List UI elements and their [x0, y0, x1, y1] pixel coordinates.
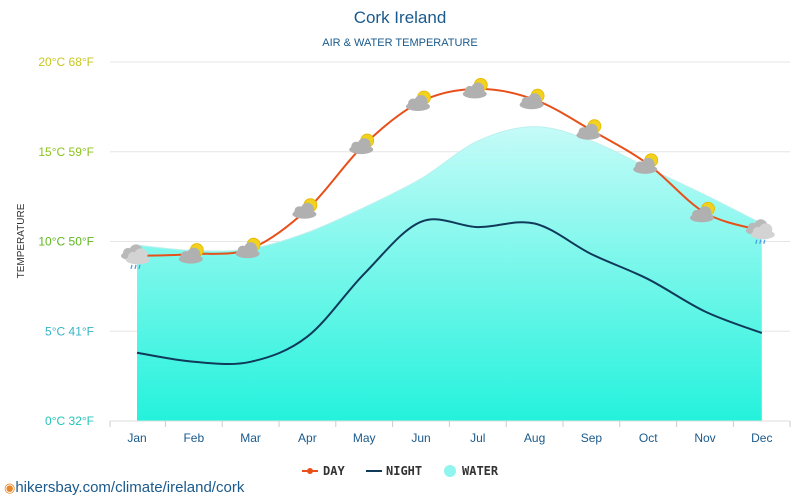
sun-cloud-icon	[178, 243, 204, 264]
chart-subtitle: AIR & WATER TEMPERATURE	[322, 37, 477, 49]
y-tick-label: 10°C 50°F	[38, 235, 94, 249]
cloud-rain-icon	[745, 219, 775, 244]
legend: DAY NIGHT WATER	[302, 464, 499, 478]
x-tick-label: Apr	[298, 431, 317, 445]
night-series-line	[136, 218, 763, 366]
sun-cloud-icon	[235, 237, 261, 259]
x-tick-label: Mar	[240, 431, 261, 445]
chart-title: Cork Ireland	[354, 8, 447, 27]
weather-icons	[121, 78, 775, 270]
y-tick-label: 0°C 32°F	[45, 414, 94, 428]
x-axis: Jan Feb Mar Apr May Jun Jul Aug Sep Oct Nov Dec	[109, 420, 791, 445]
x-tick-label: May	[353, 431, 376, 445]
y-axis-label: TEMPERATURE	[16, 203, 27, 278]
sun-cloud-icon	[406, 90, 431, 111]
legend-water-label: WATER	[462, 464, 499, 478]
cloud-rain-icon	[121, 244, 150, 270]
legend-day-label: DAY	[323, 464, 345, 478]
y-axis-ticks: 0°C 32°F 5°C 41°F 10°C 50°F 15°C 59°F 20°C 6…	[38, 55, 94, 428]
legend-day[interactable]: DAY	[302, 464, 345, 478]
x-tick-label: Jul	[470, 431, 485, 445]
sun-cloud-icon	[633, 153, 659, 174]
source-link-text: hikersbay.com/climate/ireland/cork	[15, 479, 245, 496]
legend-water[interactable]: WATER	[444, 464, 499, 478]
x-tick-label: Jan	[127, 431, 146, 445]
y-tick-label: 15°C 59°F	[38, 145, 94, 159]
sun-cloud-icon	[576, 119, 602, 140]
x-tick-label: Oct	[639, 431, 658, 445]
y-tick-label: 5°C 41°F	[45, 324, 94, 338]
legend-night-label: NIGHT	[386, 464, 422, 478]
map-pin-icon: ◉	[4, 480, 16, 495]
y-tick-label: 20°C 68°F	[38, 55, 94, 69]
x-tick-label: Aug	[524, 431, 545, 445]
sun-cloud-icon	[519, 88, 545, 110]
sun-cloud-icon	[292, 198, 318, 219]
sun-cloud-icon	[462, 78, 488, 99]
x-tick-label: Jun	[411, 431, 430, 445]
x-tick-label: Sep	[581, 431, 603, 445]
sun-cloud-icon	[349, 133, 375, 155]
water-series-area	[137, 126, 762, 421]
x-tick-label: Feb	[183, 431, 204, 445]
legend-night[interactable]: NIGHT	[366, 464, 422, 478]
sun-cloud-icon	[690, 201, 715, 223]
x-tick-label: Nov	[694, 431, 715, 445]
source-link[interactable]: ◉hikersbay.com/climate/ireland/cork	[4, 479, 244, 496]
x-tick-label: Dec	[751, 431, 772, 445]
